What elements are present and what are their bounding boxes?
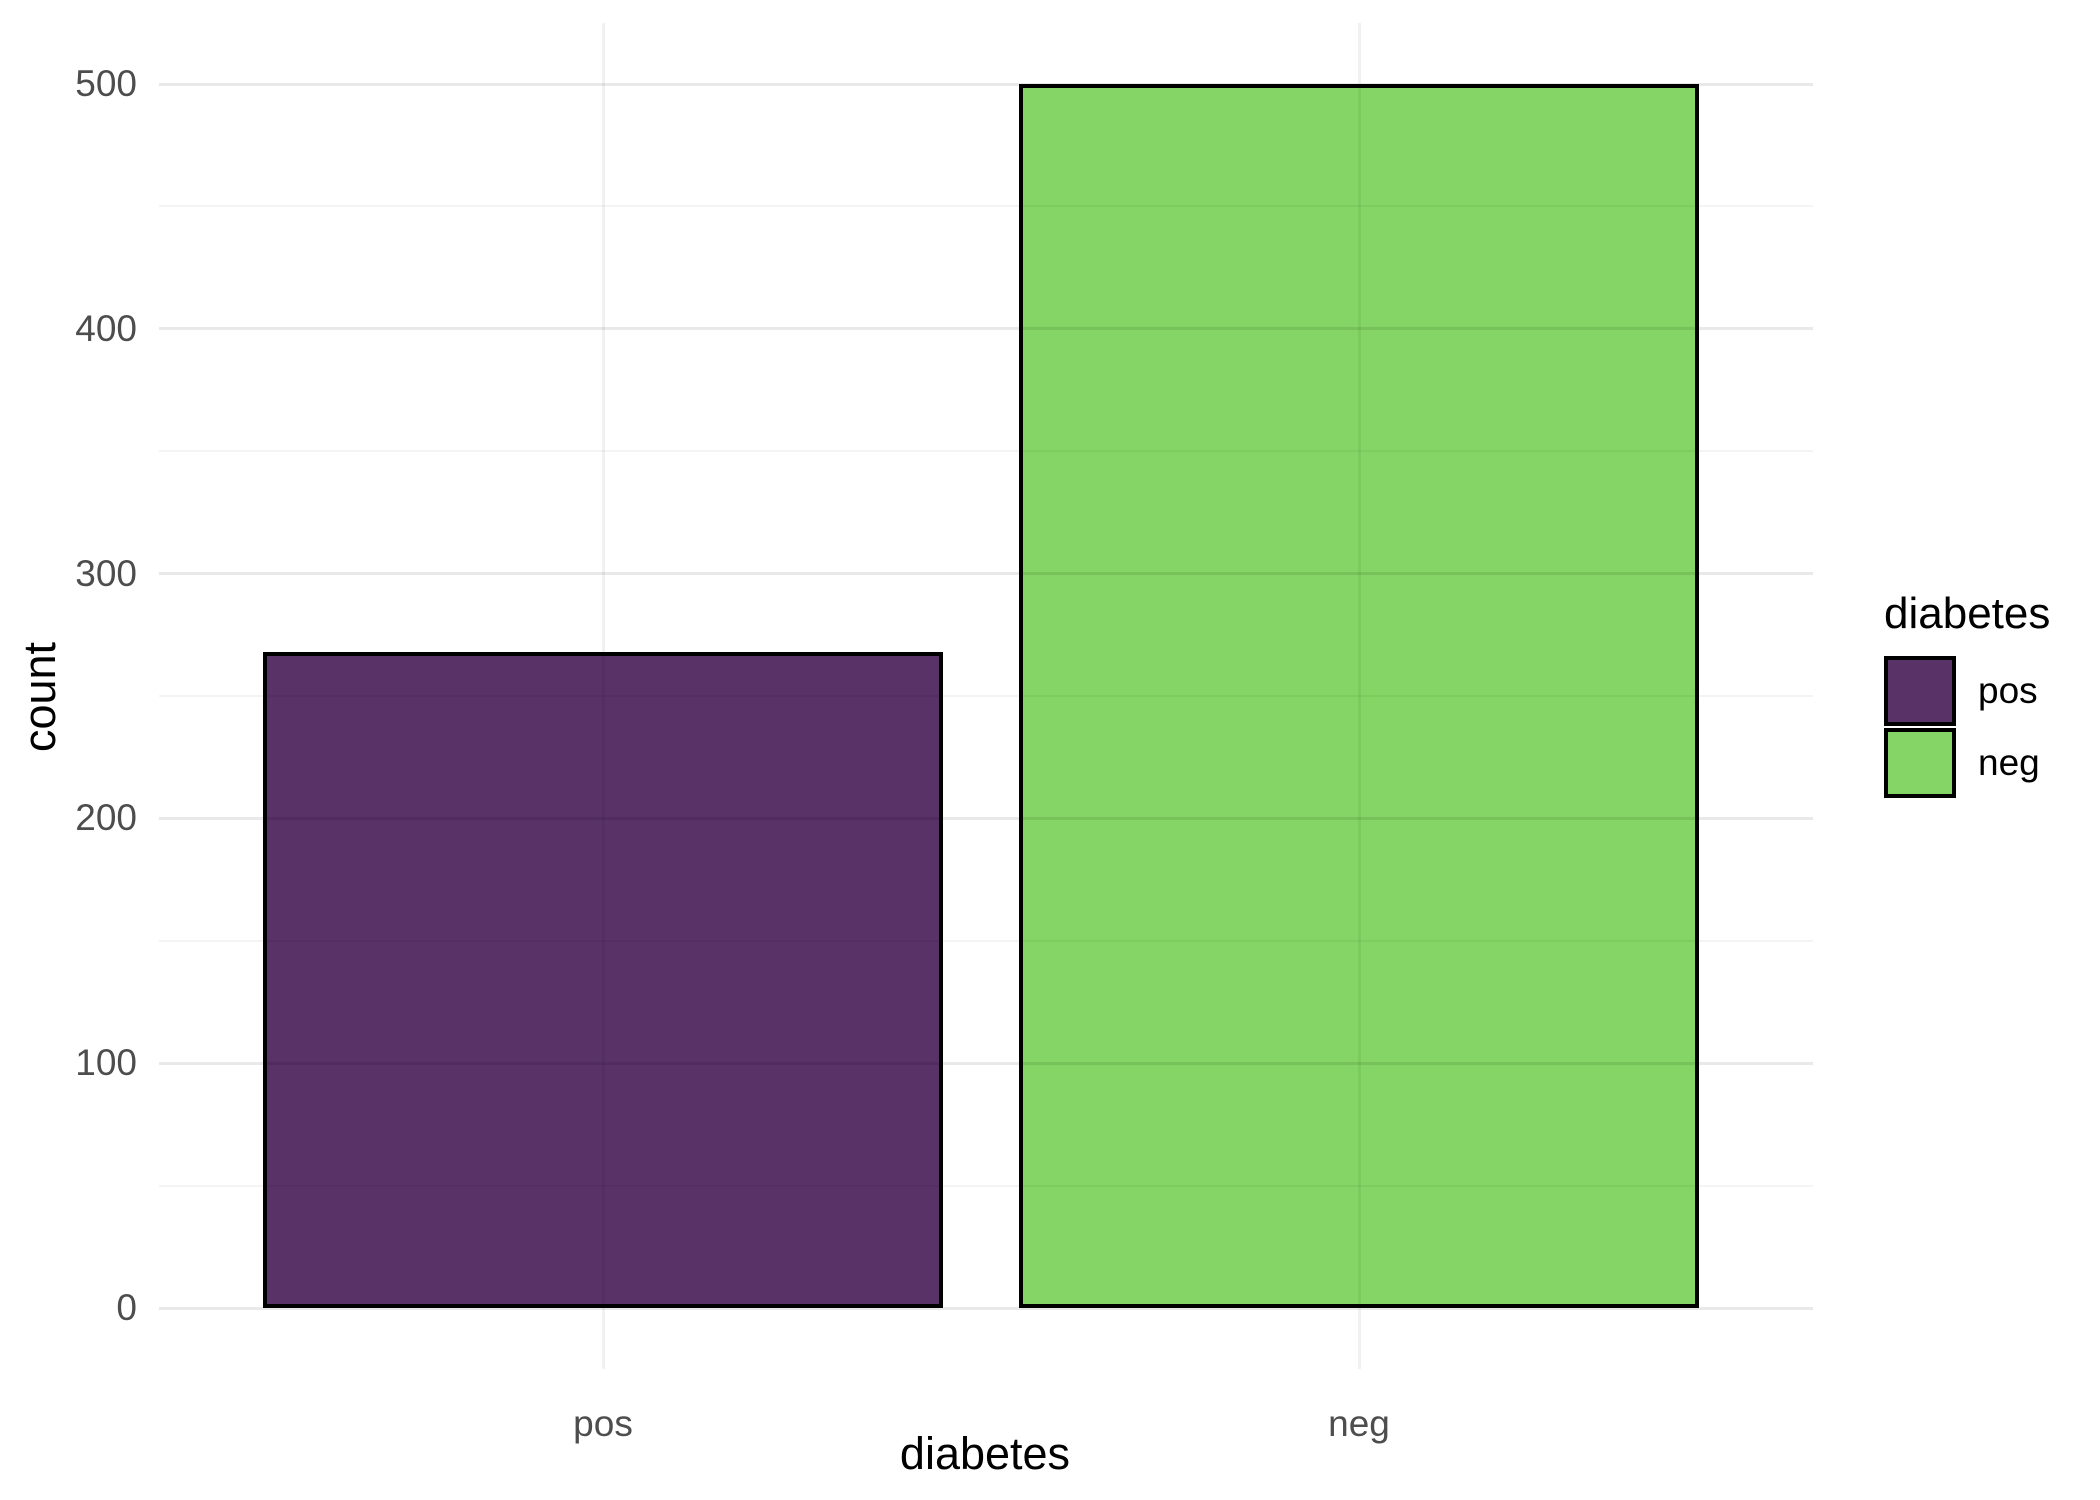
y-tick-label-200: 200 [75, 797, 137, 839]
legend-title: diabetes [1884, 589, 2051, 638]
gridline-y-minor-250 [159, 695, 1813, 697]
plot-panel [159, 23, 1813, 1369]
gridline-y-major-400 [159, 327, 1813, 331]
x-tick-label-neg: neg [1328, 1403, 1390, 1444]
legend: diabetes pos neg [1884, 588, 2050, 800]
y-tick-label-100: 100 [75, 1042, 137, 1084]
legend-entry-pos: pos [1884, 656, 2050, 726]
y-tick-label-400: 400 [75, 307, 137, 349]
x-tick-label-pos: pos [573, 1403, 633, 1444]
legend-label-pos: pos [1978, 670, 2038, 711]
bar-neg [1019, 84, 1699, 1308]
legend-label-neg: neg [1978, 742, 2040, 783]
gridline-y-major-200 [159, 816, 1813, 820]
gridline-y-major-500 [159, 82, 1813, 86]
y-tick-label-0: 0 [116, 1287, 137, 1328]
gridline-y-minor-450 [159, 205, 1813, 208]
gridline-x-major-pos [601, 23, 605, 1369]
legend-key-neg-swatch [1884, 728, 1956, 798]
gridline-y-major-300 [159, 572, 1813, 576]
gridline-y-minor-150 [159, 939, 1813, 942]
legend-key-pos-swatch [1884, 656, 1956, 726]
gridline-y-major-0 [159, 1306, 1813, 1310]
y-tick-label-500: 500 [75, 63, 137, 104]
gridline-y-minor-50 [159, 1184, 1813, 1187]
gridline-y-minor-350 [159, 450, 1813, 453]
x-axis-title: diabetes [899, 1428, 1071, 1479]
y-tick-label-300: 300 [75, 552, 137, 594]
gridline-x-major-neg [1357, 23, 1361, 1369]
gridline-y-major-100 [159, 1061, 1813, 1065]
y-axis-title: count [14, 641, 65, 753]
bar-pos [263, 651, 943, 1308]
legend-entry-neg: neg [1884, 728, 2050, 798]
